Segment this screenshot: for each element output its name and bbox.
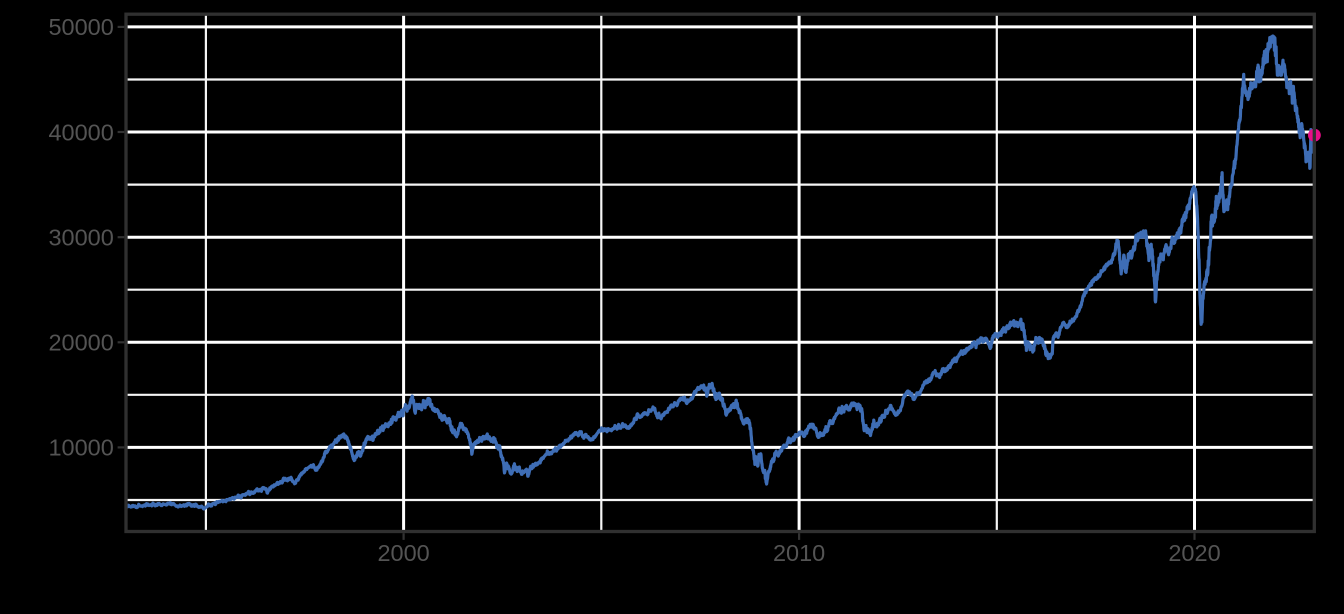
svg-text:50000: 50000 [48, 14, 113, 40]
svg-text:10000: 10000 [48, 435, 113, 461]
svg-text:2020: 2020 [1168, 540, 1220, 566]
svg-text:30000: 30000 [48, 225, 113, 251]
svg-text:20000: 20000 [48, 330, 113, 356]
svg-text:40000: 40000 [48, 119, 113, 145]
svg-text:2000: 2000 [377, 540, 429, 566]
svg-text:2010: 2010 [773, 540, 825, 566]
